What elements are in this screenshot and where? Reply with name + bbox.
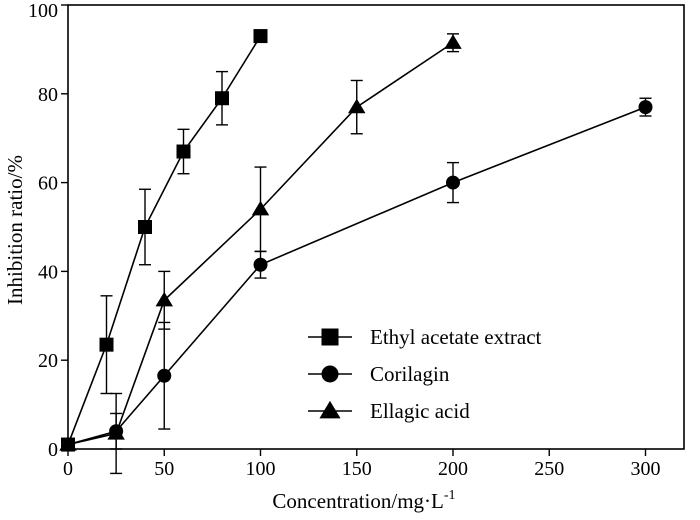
x-axis-title-superscript: -1 <box>444 488 456 503</box>
data-point-corilagin <box>446 175 460 190</box>
y-tick-label: 0 <box>48 439 58 461</box>
ticks: 0 50 100 150 200 250 300 0 20 40 60 80 100 <box>28 0 661 480</box>
y-tick-label: 40 <box>38 261 58 283</box>
data-point-ethyl-acetate-extract <box>138 220 152 234</box>
legend-label-ethyl-acetate-extract: Ethyl acetate extract <box>370 325 542 349</box>
plot-frame <box>67 4 685 450</box>
data-point-corilagin <box>253 257 268 272</box>
y-tick-label: 80 <box>38 84 58 106</box>
x-tick-label: 50 <box>154 458 174 480</box>
x-tick-label: 200 <box>438 458 468 480</box>
data-point-corilagin <box>157 368 172 383</box>
y-tick-label: 60 <box>38 173 58 195</box>
legend-label-corilagin: Corilagin <box>370 362 450 386</box>
x-tick-label: 0 <box>63 458 73 480</box>
series-line-corilagin <box>67 106 646 446</box>
y-tick-label: 20 <box>38 350 58 372</box>
data-point-ellagic-acid <box>107 425 125 440</box>
data-point-ethyl-acetate-extract <box>99 337 114 352</box>
series-line-ellagic-acid <box>67 42 454 446</box>
series-lines <box>67 35 646 446</box>
legend-marker-ethyl-acetate-extract <box>321 328 339 346</box>
x-axis-title-main: Concentration/mg·L <box>272 489 443 513</box>
axes <box>67 4 685 450</box>
data-point-ethyl-acetate-extract <box>176 144 191 159</box>
x-tick-label: 250 <box>534 458 564 480</box>
legend-marker-ellagic-acid <box>319 400 341 419</box>
y-axis-title: Inhibition ratio/% <box>3 155 27 305</box>
data-point-ethyl-acetate-extract <box>215 91 229 106</box>
series-line-ethyl-acetate-extract <box>67 35 262 445</box>
x-axis-title: Concentration/mg·L-1 <box>272 488 455 513</box>
series-markers <box>59 29 653 452</box>
data-point-ellagic-acid <box>251 200 270 216</box>
x-tick-label: 100 <box>246 458 276 480</box>
x-tick-label: 300 <box>631 458 661 480</box>
legend-label-ellagic-acid: Ellagic acid <box>370 399 470 423</box>
data-point-ellagic-acid <box>348 98 366 114</box>
data-point-corilagin <box>638 100 653 115</box>
data-point-ethyl-acetate-extract <box>253 29 268 44</box>
legend: Ethyl acetate extract Corilagin Ellagic ac… <box>308 325 542 423</box>
data-point-ellagic-acid <box>59 436 77 451</box>
x-tick-label: 150 <box>342 458 372 480</box>
y-tick-label: 100 <box>28 0 58 22</box>
data-point-ellagic-acid <box>444 34 462 49</box>
legend-marker-corilagin <box>321 365 339 383</box>
data-point-ellagic-acid <box>155 291 173 307</box>
